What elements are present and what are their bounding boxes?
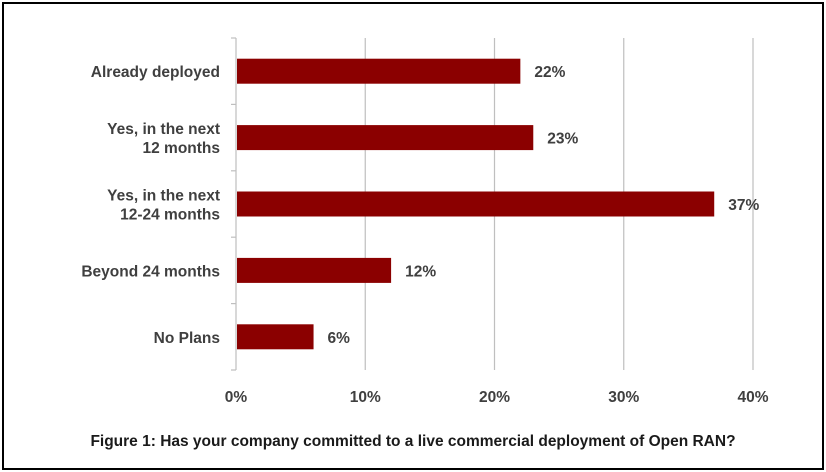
category-label: 12 months	[142, 140, 220, 157]
category-label: Yes, in the next	[107, 188, 220, 205]
category-label: Yes, in the next	[107, 121, 220, 138]
data-label: 6%	[328, 330, 351, 347]
data-labels: 22% 23% 37% 12% 6%	[328, 64, 760, 347]
bars	[237, 58, 715, 350]
category-label: 12-24 months	[120, 207, 220, 224]
figure-caption: Figure 1: Has your company committed to …	[90, 433, 736, 450]
category-label: Beyond 24 months	[81, 263, 220, 280]
category-labels: Already deployed Yes, in the next 12 month…	[81, 64, 220, 347]
category-axis	[231, 37, 237, 371]
category-label: Already deployed	[91, 64, 220, 81]
x-tick-label: 10%	[350, 389, 381, 406]
x-tick-label: 0%	[225, 389, 248, 406]
tick-labels: 0% 10% 20% 30% 40%	[225, 389, 769, 406]
data-label: 12%	[405, 263, 436, 280]
data-label: 22%	[534, 64, 565, 81]
x-tick-label: 20%	[479, 389, 510, 406]
x-tick-label: 30%	[608, 389, 639, 406]
bar	[237, 58, 521, 84]
bar	[237, 324, 314, 350]
data-label: 37%	[728, 197, 759, 214]
x-tick-label: 40%	[737, 389, 768, 406]
data-label: 23%	[547, 131, 578, 148]
bar	[237, 257, 392, 283]
bar	[237, 191, 715, 217]
bar	[237, 125, 534, 151]
category-label: No Plans	[154, 330, 220, 347]
